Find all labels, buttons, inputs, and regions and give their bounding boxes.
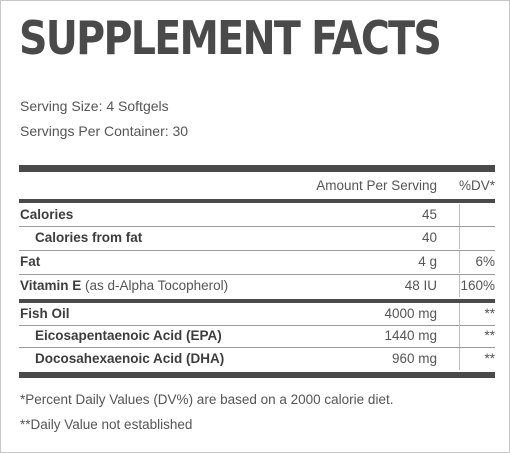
nutrient-name: Calories (20, 207, 74, 222)
nutrient-amount: 40 (421, 230, 437, 245)
table-row-calories: Calories 45 (19, 204, 495, 226)
dv-header: %DV* (458, 178, 495, 193)
nutrient-name: Vitamin E (20, 278, 82, 293)
nutrient-dv: ** (484, 328, 495, 343)
thick-divider-top (19, 165, 495, 172)
nutrient-name: Fish Oil (20, 306, 70, 321)
nutrient-amount: 4 g (418, 254, 437, 269)
table-row-fat: Fat 4 g 6% (19, 251, 495, 273)
serving-size: Serving Size: 4 Softgels (20, 98, 169, 114)
nutrient-amount: 1440 mg (384, 328, 437, 343)
footnote-not-established: **Daily Value not established (20, 417, 193, 432)
nutrient-dv: 6% (475, 254, 495, 269)
column-divider (459, 303, 460, 325)
row-divider (19, 226, 495, 227)
table-row-vitamin-e: Vitamin E (as d-Alpha Tocopherol) 48 IU … (19, 275, 495, 297)
thick-divider-bottom (19, 372, 495, 378)
row-divider (19, 274, 495, 275)
table-row-epa: Eicosapentaenoic Acid (EPA) 1440 mg ** (19, 325, 495, 347)
table-row-fish-oil: Fish Oil 4000 mg ** (19, 303, 495, 325)
column-divider (459, 348, 460, 370)
amount-header: Amount Per Serving (316, 178, 437, 193)
panel-title: SUPPLEMENT FACTS (19, 11, 442, 65)
nutrient-amount: 4000 mg (384, 306, 437, 321)
nutrient-dv: ** (484, 306, 495, 321)
nutrient-amount: 960 mg (391, 351, 437, 366)
servings-per-container: Servings Per Container: 30 (20, 123, 189, 139)
thick-divider-middle (19, 299, 495, 303)
nutrient-name: Eicosapentaenoic Acid (EPA) (35, 328, 222, 343)
nutrient-dv: 160% (460, 278, 495, 293)
thick-divider-header (19, 199, 495, 203)
column-divider (459, 251, 460, 273)
nutrient-source: (as d-Alpha Tocopherol) (85, 278, 229, 293)
nutrient-amount: 48 IU (404, 278, 437, 293)
column-divider (459, 227, 460, 249)
table-header: Amount Per Serving %DV* (19, 175, 495, 197)
nutrient-dv: ** (484, 351, 495, 366)
row-divider (19, 347, 495, 348)
footnote-dv: *Percent Daily Values (DV%) are based on… (20, 392, 394, 407)
column-divider (459, 325, 460, 347)
nutrient-name: Calories from fat (35, 230, 143, 245)
column-divider (459, 204, 460, 226)
nutrient-amount: 45 (421, 207, 437, 222)
nutrient-name: Fat (20, 254, 41, 269)
row-divider (19, 250, 495, 251)
table-row-calories-from-fat: Calories from fat 40 (19, 227, 495, 249)
table-row-dha: Docosahexaenoic Acid (DHA) 960 mg ** (19, 348, 495, 370)
nutrient-name: Docosahexaenoic Acid (DHA) (35, 351, 225, 366)
column-divider (459, 275, 460, 297)
row-divider (19, 325, 495, 326)
